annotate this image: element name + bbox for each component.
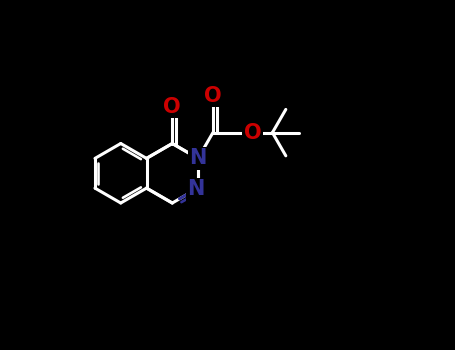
Text: O: O	[204, 86, 222, 106]
Text: N: N	[187, 179, 205, 199]
Text: N: N	[189, 148, 207, 168]
Text: O: O	[244, 122, 261, 142]
Text: O: O	[163, 97, 181, 117]
